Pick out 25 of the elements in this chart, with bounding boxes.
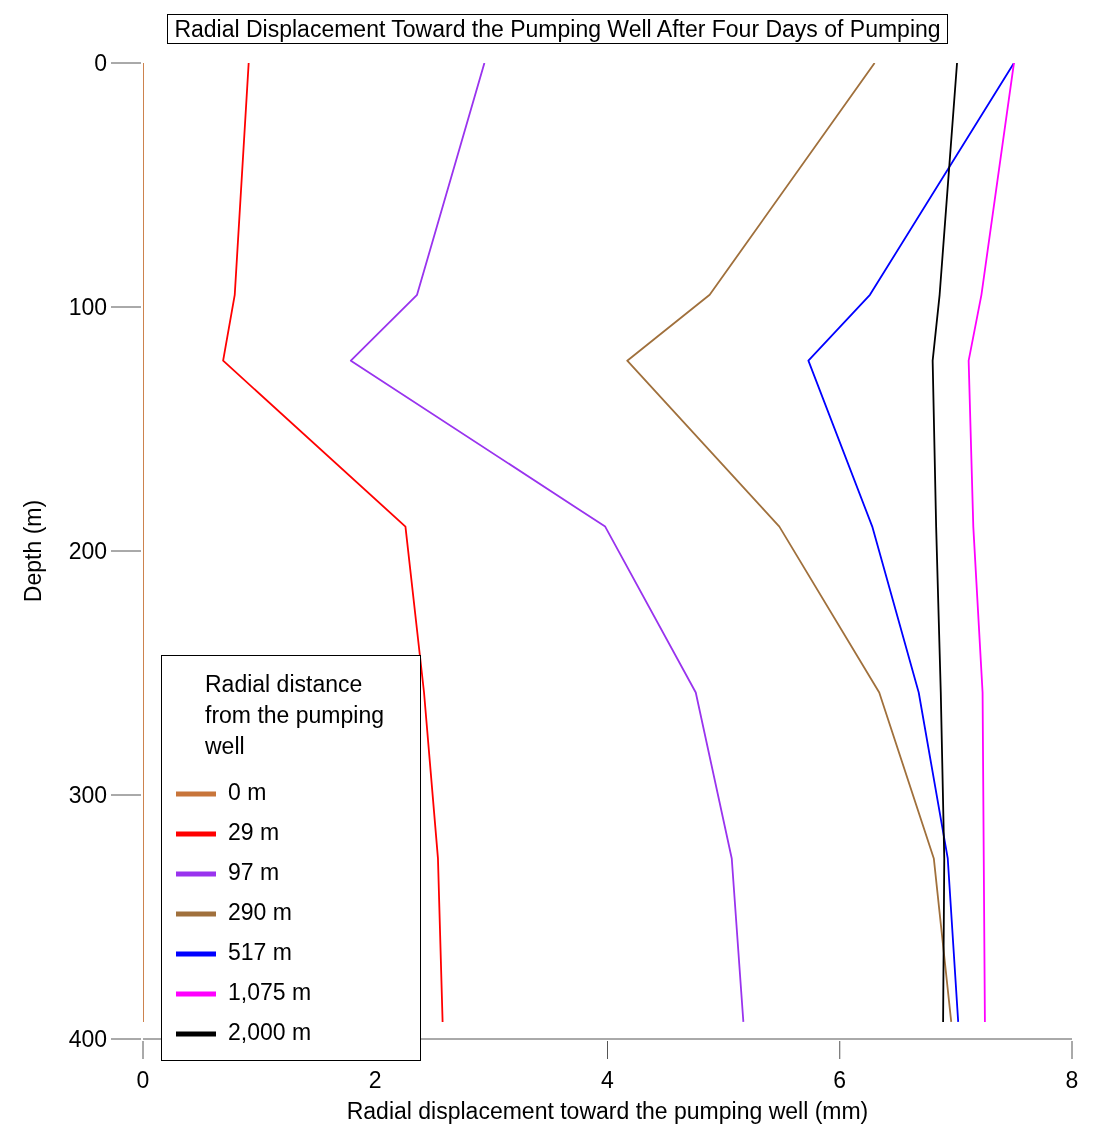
chart-title: Radial Displacement Toward the Pumping Well After Four Days of Pumping bbox=[167, 14, 948, 44]
x-tick-label: 0 bbox=[136, 1066, 150, 1093]
legend-label: 2,000 m bbox=[228, 1019, 312, 1046]
legend-label: 517 m bbox=[228, 939, 292, 966]
x-axis-title: Radial displacement toward the pumping well (mm) bbox=[346, 1098, 869, 1124]
legend-label: 1,075 m bbox=[228, 979, 312, 1006]
y-tick-label: 400 bbox=[68, 1026, 107, 1052]
line-series bbox=[807, 63, 1015, 1023]
legend-label: 29 m bbox=[228, 819, 280, 846]
y-tick-label: 0 bbox=[94, 50, 107, 76]
legend-label: 97 m bbox=[228, 859, 280, 886]
line-series bbox=[967, 63, 1015, 1023]
y-tick-label: 100 bbox=[68, 294, 107, 320]
legend-label: 0 m bbox=[228, 779, 267, 806]
y-tick-label: 200 bbox=[68, 538, 107, 564]
legend-label: 290 m bbox=[228, 899, 292, 926]
y-axis-title: Depth (m) bbox=[20, 499, 47, 603]
line-series bbox=[931, 63, 958, 1023]
legend-title: Radial distance from the pumping well bbox=[205, 670, 385, 761]
x-tick-label: 8 bbox=[1065, 1066, 1079, 1093]
y-tick-label: 300 bbox=[68, 782, 107, 808]
x-tick-label: 4 bbox=[601, 1066, 615, 1093]
x-tick-label: 2 bbox=[368, 1066, 382, 1093]
x-tick-label: 6 bbox=[833, 1066, 847, 1093]
line-series bbox=[626, 63, 953, 1023]
